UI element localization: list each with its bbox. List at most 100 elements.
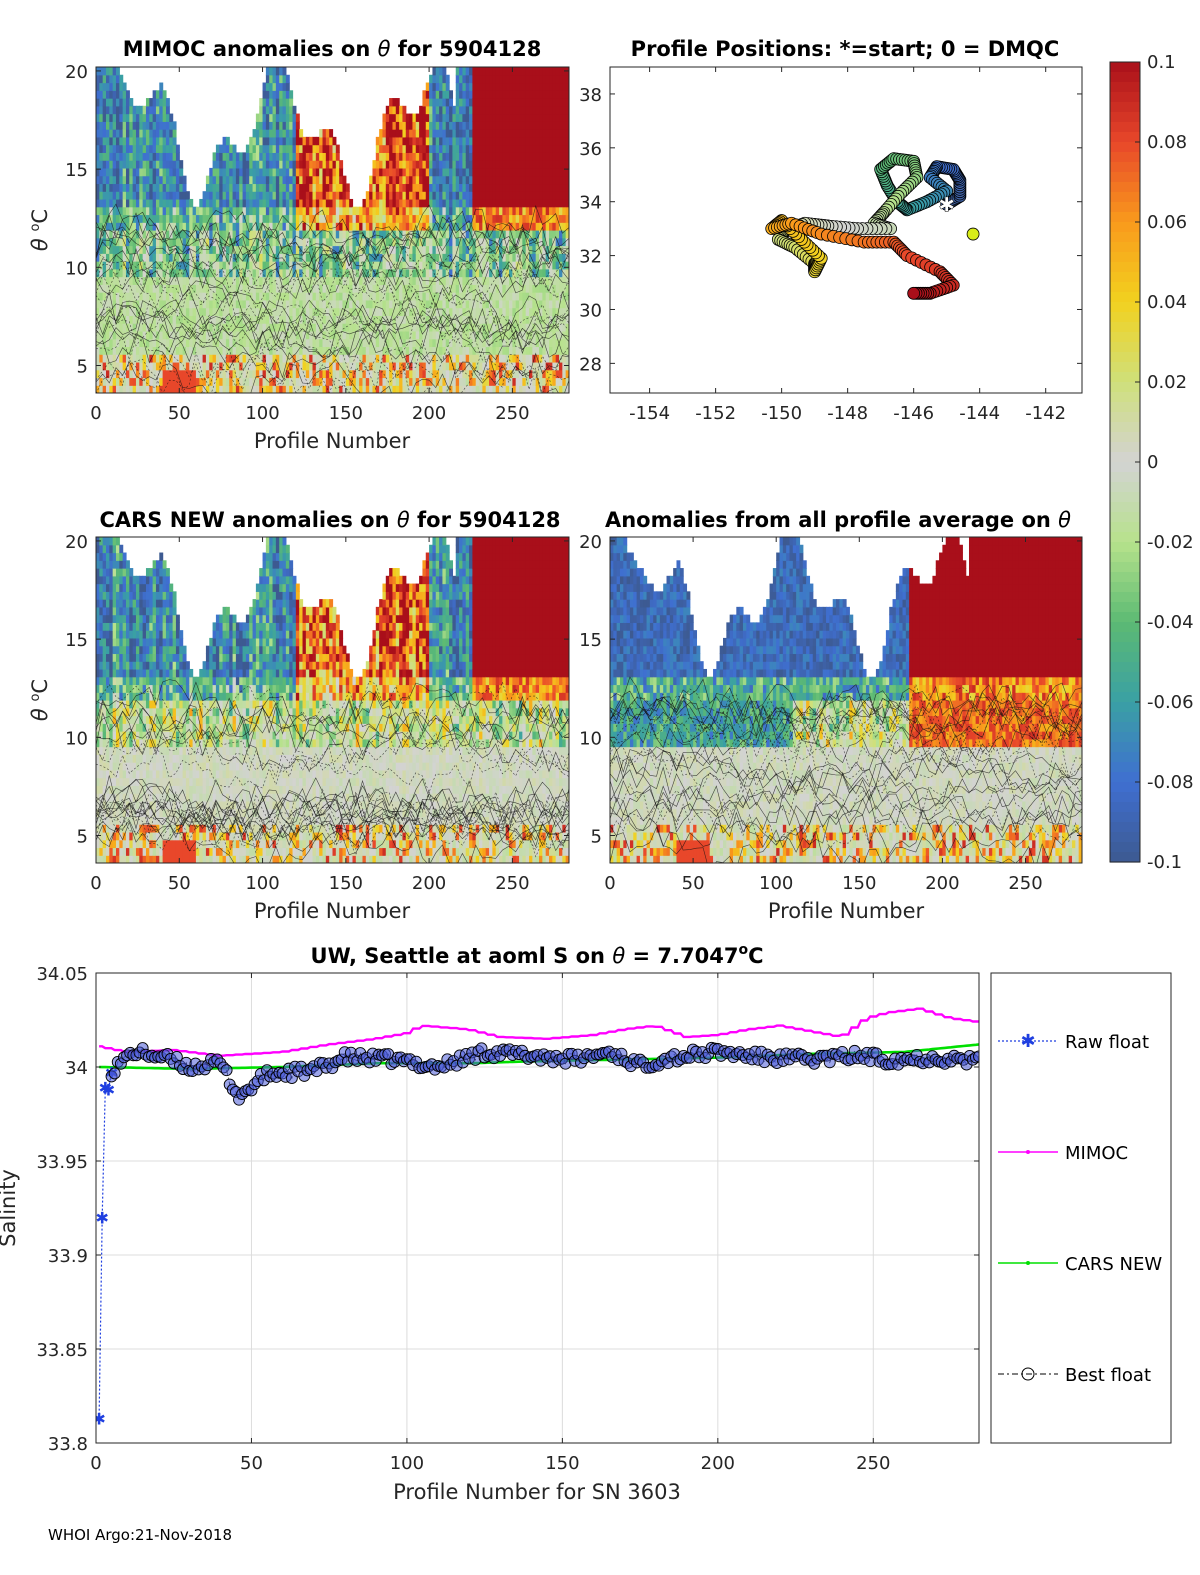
heatmap-cell — [379, 167, 384, 177]
heatmap-cell — [445, 338, 450, 348]
heatmap-cell — [175, 175, 180, 185]
heatmap-cell — [515, 377, 520, 386]
heatmap-cell — [505, 222, 510, 231]
heatmap-cell — [255, 222, 260, 231]
heatmap-cell — [435, 214, 440, 223]
heatmap-cell — [135, 346, 140, 355]
heatmap-cell — [259, 160, 264, 169]
heatmap-cell — [405, 136, 410, 146]
heatmap-cell — [255, 198, 260, 208]
heatmap-cell — [542, 237, 547, 247]
heatmap-cell — [452, 346, 457, 355]
heatmap-cell — [459, 82, 464, 91]
heatmap-cell — [509, 214, 513, 223]
heatmap-cell — [519, 330, 523, 340]
heatmap-cell — [429, 191, 434, 200]
heatmap-cell — [452, 144, 457, 153]
heatmap-cell — [489, 160, 493, 169]
heatmap-cell — [209, 346, 214, 355]
heatmap-cell — [482, 369, 487, 379]
heatmap-cell — [209, 315, 214, 324]
heatmap-cell — [349, 323, 354, 332]
heatmap-cell — [392, 214, 397, 223]
heatmap-cell — [422, 245, 427, 254]
heatmap-cell — [272, 167, 277, 177]
heatmap-cell — [96, 175, 100, 185]
heatmap-cell — [269, 175, 274, 185]
heatmap-cell — [235, 268, 240, 278]
heatmap-cell — [322, 175, 327, 185]
heatmap-cell — [399, 206, 404, 216]
heatmap-cell — [402, 245, 407, 254]
heatmap-cell — [282, 74, 287, 84]
heatmap-cell — [439, 67, 444, 76]
heatmap-cell — [299, 261, 304, 270]
heatmap-cell — [215, 237, 220, 247]
heatmap-cell — [542, 361, 547, 371]
heatmap-cell — [475, 377, 480, 386]
heatmap-cell — [182, 245, 187, 254]
heatmap-cell — [402, 198, 407, 208]
heatmap-cell — [495, 346, 500, 355]
heatmap-cell — [222, 167, 227, 177]
heatmap-cell — [465, 268, 470, 278]
heatmap-cell — [512, 183, 517, 192]
heatmap-cell — [212, 369, 217, 379]
heatmap-cell — [432, 253, 437, 262]
heatmap-cell — [405, 323, 410, 332]
heatmap-cell — [139, 206, 144, 216]
heatmap-cell — [449, 90, 454, 99]
heatmap-cell — [182, 338, 187, 348]
heatmap-cell — [299, 299, 304, 309]
heatmap-cell — [255, 144, 260, 153]
heatmap-cell — [182, 222, 187, 231]
heatmap-cell — [472, 183, 477, 192]
heatmap-cell — [235, 284, 240, 293]
heatmap-cell — [259, 354, 264, 363]
heatmap-cell — [152, 385, 157, 393]
heatmap-cell — [372, 315, 377, 324]
heatmap-cell — [159, 136, 164, 146]
heatmap-cell — [259, 276, 264, 285]
heatmap-cell — [532, 183, 537, 192]
heatmap-cell — [505, 121, 510, 130]
heatmap-cell — [299, 144, 304, 153]
heatmap-cell — [215, 160, 220, 169]
heatmap-cell — [265, 82, 270, 91]
heatmap-cell — [492, 292, 497, 301]
heatmap-cell — [142, 144, 147, 153]
heatmap-cell — [99, 214, 104, 223]
heatmap-cell — [335, 354, 340, 363]
heatmap-cell — [402, 377, 407, 386]
heatmap-cell — [529, 67, 533, 76]
heatmap-cell — [409, 245, 414, 254]
heatmap-cell — [195, 245, 200, 254]
heatmap-cell — [122, 214, 127, 223]
heatmap-cell — [432, 315, 437, 324]
heatmap-cell — [349, 276, 354, 285]
heatmap-cell — [205, 198, 210, 208]
heatmap-cell — [509, 67, 513, 76]
heatmap-cell — [455, 175, 460, 185]
heatmap-cell — [495, 330, 500, 340]
heatmap-cell — [219, 245, 224, 254]
heatmap-cell — [539, 98, 543, 107]
heatmap-cell — [249, 214, 254, 223]
heatmap-cell — [142, 129, 147, 138]
heatmap-cell — [289, 369, 294, 379]
heatmap-cell — [309, 160, 314, 169]
heatmap-cell — [152, 191, 157, 200]
heatmap-cell — [262, 206, 267, 216]
heatmap-cell — [199, 346, 204, 355]
heatmap-cell — [525, 191, 530, 200]
heatmap-cell — [485, 315, 490, 324]
heatmap-cell — [249, 292, 254, 301]
heatmap-cell — [96, 315, 100, 324]
heatmap-cell — [359, 253, 364, 262]
heatmap-cell — [205, 361, 210, 371]
heatmap-cell — [399, 385, 404, 393]
heatmap-cell — [462, 261, 467, 270]
heatmap-cell — [165, 160, 170, 169]
heatmap-cell — [112, 245, 117, 254]
heatmap-cell — [345, 354, 350, 363]
